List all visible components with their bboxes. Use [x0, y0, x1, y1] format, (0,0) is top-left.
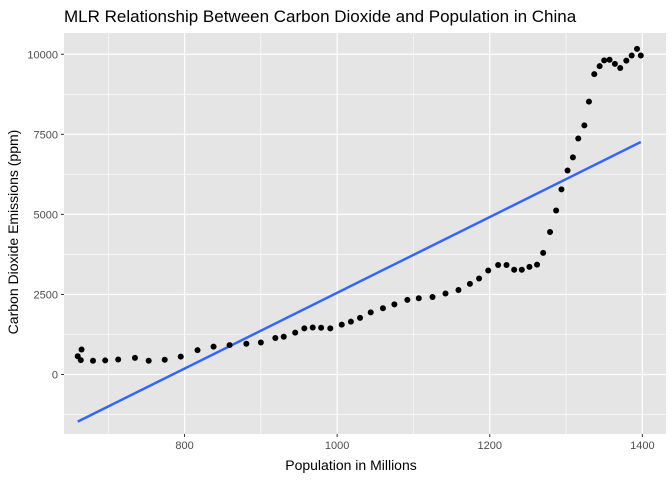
data-point	[102, 357, 109, 364]
regression-line	[77, 140, 642, 423]
data-point	[623, 57, 630, 64]
data-point	[309, 324, 316, 331]
data-point	[404, 296, 411, 303]
data-point	[210, 343, 217, 350]
data-point	[347, 318, 354, 325]
data-point	[89, 357, 96, 364]
data-point	[495, 261, 502, 268]
data-point	[379, 305, 386, 312]
data-point	[415, 295, 422, 302]
grid-minor	[64, 33, 666, 434]
data-point	[569, 154, 576, 161]
data-point	[637, 52, 644, 59]
data-point	[145, 357, 152, 364]
data-point	[585, 98, 592, 105]
x-tick-label: 1200	[478, 440, 502, 452]
x-tick-label: 800	[175, 440, 193, 452]
data-point	[558, 186, 565, 193]
data-point	[327, 325, 334, 332]
data-point	[634, 45, 641, 52]
data-point	[476, 275, 483, 282]
data-point	[301, 325, 308, 332]
data-point	[357, 314, 364, 321]
grid-major	[64, 33, 666, 434]
data-point	[611, 60, 618, 67]
data-point	[115, 356, 122, 363]
data-point	[177, 353, 184, 360]
data-point	[564, 167, 571, 174]
data-point	[503, 261, 510, 268]
data-point	[518, 266, 525, 273]
data-point	[429, 294, 436, 301]
data-point	[591, 71, 598, 78]
data-point	[161, 356, 168, 363]
x-tick-label: 1400	[630, 440, 654, 452]
y-axis-title: Carbon Dioxide Emissions (ppm)	[5, 130, 21, 335]
y-tick-label: 10000	[27, 49, 58, 61]
data-point	[455, 286, 462, 293]
y-tick-label: 7500	[34, 129, 58, 141]
data-point	[596, 63, 603, 70]
data-point	[194, 347, 201, 354]
data-point	[318, 324, 325, 331]
data-point	[575, 135, 582, 142]
data-point	[226, 342, 233, 349]
chart-title: MLR Relationship Between Carbon Dioxide …	[64, 7, 577, 26]
data-point	[553, 207, 560, 214]
x-axis-title: Population in Millions	[285, 457, 417, 473]
data-point	[511, 266, 518, 273]
data-point	[534, 261, 541, 268]
data-point	[485, 267, 492, 274]
data-point	[617, 65, 624, 72]
data-point	[367, 309, 374, 316]
data-point	[338, 321, 345, 328]
data-point	[257, 339, 264, 346]
data-point	[466, 280, 473, 287]
x-tick-label: 1000	[325, 440, 349, 452]
data-point	[280, 333, 287, 340]
data-point	[78, 346, 85, 353]
data-point	[272, 335, 279, 342]
fit-line-layer	[77, 140, 642, 423]
y-axis: 0 2500 5000 7500 10000	[27, 49, 64, 382]
data-point	[77, 357, 84, 364]
y-tick-label: 5000	[34, 209, 58, 221]
x-axis: 800 1000 1200 1400	[175, 434, 655, 452]
data-point	[581, 122, 588, 129]
data-point	[606, 56, 613, 63]
y-tick-label: 0	[52, 370, 58, 382]
data-point	[540, 249, 547, 256]
plot-panel	[64, 33, 666, 434]
data-point	[526, 263, 533, 270]
data-point	[601, 57, 608, 64]
data-point	[131, 354, 138, 361]
data-point	[547, 229, 554, 236]
y-tick-label: 2500	[34, 289, 58, 301]
data-point	[292, 329, 299, 336]
points-layer	[74, 45, 644, 364]
data-point	[442, 290, 449, 297]
data-point	[628, 52, 635, 59]
data-point	[391, 301, 398, 308]
data-point	[243, 340, 250, 347]
